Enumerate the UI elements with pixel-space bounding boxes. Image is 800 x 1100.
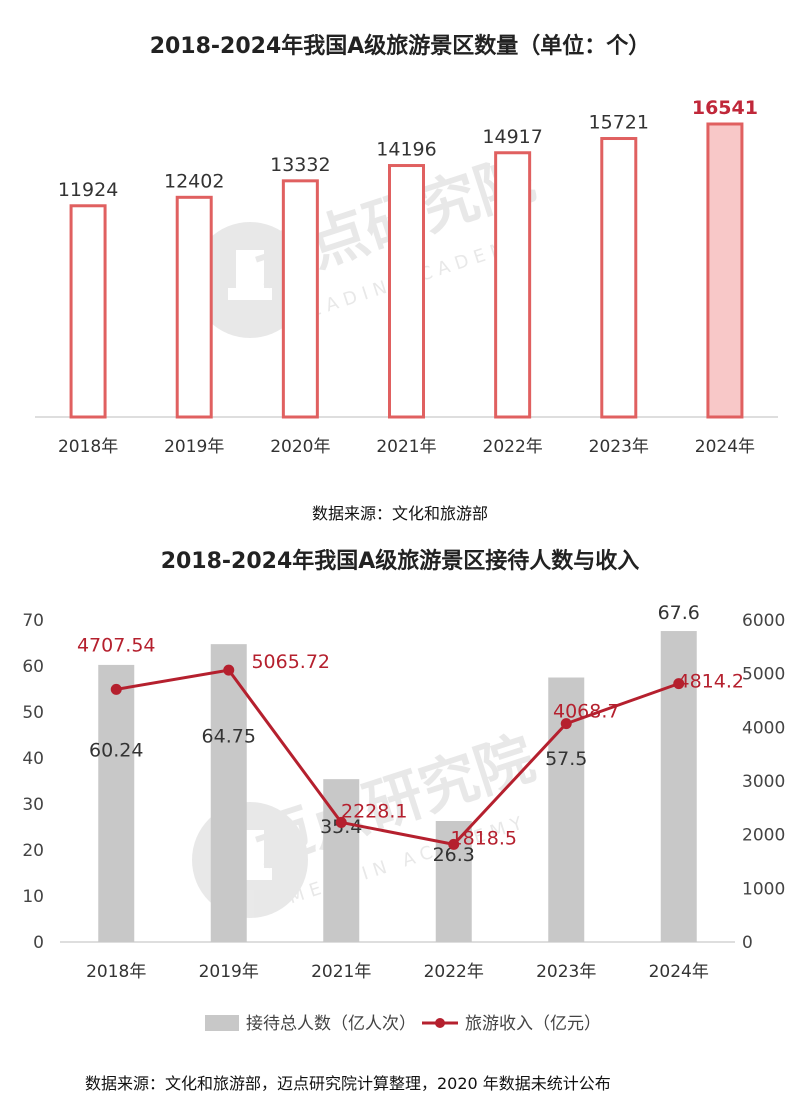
y-left-tick-label: 0 <box>33 933 44 953</box>
bar <box>388 164 425 419</box>
watermark-logo-icon <box>192 222 308 338</box>
legend-line-label: 旅游收入（亿元） <box>465 1014 601 1034</box>
x-tick-label: 2022年 <box>424 962 484 982</box>
bar-data-label: 60.24 <box>89 739 143 761</box>
x-tick-label: 2024年 <box>649 962 709 982</box>
line-point <box>448 838 460 850</box>
y-right-tick-label: 0 <box>742 933 753 953</box>
bar <box>600 137 638 419</box>
x-tick-label: 2020年 <box>270 437 330 457</box>
legend-bar-swatch <box>205 1015 239 1031</box>
line-data-label: 5065.72 <box>251 651 330 673</box>
bar <box>98 664 135 942</box>
data-label: 16541 <box>692 97 758 119</box>
line-point <box>560 718 572 730</box>
watermark-logo-base-icon <box>228 288 272 300</box>
x-tick-label: 2022年 <box>483 437 543 457</box>
y-left-tick-label: 50 <box>22 703 44 723</box>
y-right-tick-label: 6000 <box>742 611 785 631</box>
line-point <box>223 664 235 676</box>
data-label: 12402 <box>164 170 224 192</box>
x-tick-label: 2023年 <box>536 962 596 982</box>
bar <box>210 644 247 942</box>
chart2-title: 2018-2024年我国A级旅游景区接待人数与收入 <box>160 549 640 574</box>
data-label: 14917 <box>482 126 542 148</box>
data-label: 15721 <box>589 112 649 134</box>
bar-data-label: 26.3 <box>433 844 475 866</box>
x-tick-label: 2019年 <box>199 962 259 982</box>
x-tick-label: 2021年 <box>311 962 371 982</box>
x-tick-label: 2018年 <box>86 962 146 982</box>
series-line <box>115 668 680 847</box>
y-left-tick-label: 40 <box>22 749 44 769</box>
bar <box>175 195 213 419</box>
bar-data-label: 67.6 <box>658 602 700 624</box>
y-left-tick-label: 70 <box>22 611 44 631</box>
line-point <box>673 678 685 690</box>
line-data-label: 1818.5 <box>451 827 517 849</box>
legend-line-marker <box>435 1018 445 1028</box>
line-point <box>335 816 347 828</box>
chart1-source: 数据来源：文化和旅游部 <box>311 504 488 523</box>
bar <box>494 151 532 419</box>
line-data-label: 4707.54 <box>77 634 156 656</box>
bar <box>281 179 319 419</box>
watermark-logo-building-icon <box>236 250 264 300</box>
y-right-tick-label: 2000 <box>742 826 785 846</box>
bar-data-label: 64.75 <box>202 725 256 747</box>
line-point <box>110 683 122 695</box>
line-data-label: 4068.7 <box>553 701 619 723</box>
y-right-tick-label: 1000 <box>742 879 785 899</box>
y-left-tick-label: 10 <box>22 887 44 907</box>
x-tick-label: 2024年 <box>695 437 755 457</box>
x-tick-label: 2019年 <box>164 437 224 457</box>
line-data-label: 2228.1 <box>341 800 407 822</box>
x-tick-label: 2021年 <box>376 437 436 457</box>
data-label: 14196 <box>376 139 436 161</box>
legend-bar-label: 接待总人数（亿人次） <box>246 1014 416 1034</box>
y-left-tick-label: 20 <box>22 841 44 861</box>
bar <box>69 204 107 419</box>
chart2-source: 数据来源：文化和旅游部，迈点研究院计算整理，2020 年数据未统计公布 <box>85 1074 611 1093</box>
chart1-title: 2018-2024年我国A级旅游景区数量（单位：个） <box>149 34 651 59</box>
line-data-label: 4814.2 <box>678 671 744 693</box>
data-label: 11924 <box>58 179 118 201</box>
bar-data-label: 57.5 <box>545 748 587 770</box>
y-right-tick-label: 3000 <box>742 772 785 792</box>
x-tick-label: 2023年 <box>589 437 649 457</box>
bar <box>706 122 744 419</box>
y-right-tick-label: 4000 <box>742 718 785 738</box>
y-left-tick-label: 30 <box>22 795 44 815</box>
y-left-tick-label: 60 <box>22 657 44 677</box>
data-label: 13332 <box>270 154 330 176</box>
x-tick-label: 2018年 <box>58 437 118 457</box>
y-right-tick-label: 5000 <box>742 665 785 685</box>
